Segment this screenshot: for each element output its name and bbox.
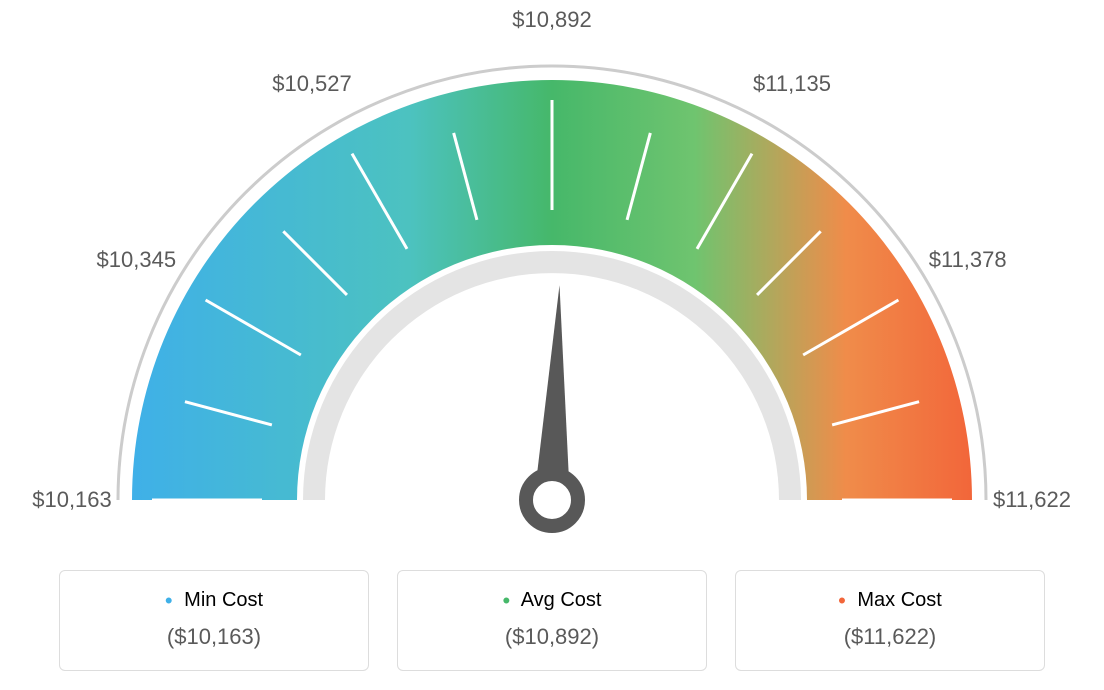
legend-max: • Max Cost ($11,622) xyxy=(735,570,1045,671)
legend-avg: • Avg Cost ($10,892) xyxy=(397,570,707,671)
gauge-tick-label: $11,622 xyxy=(993,487,1071,513)
bullet-icon: • xyxy=(503,590,511,612)
gauge-tick-label: $10,892 xyxy=(512,7,592,33)
gauge-tick-label: $11,135 xyxy=(753,71,831,97)
cost-gauge-chart: $10,163 $10,345 $10,527 $10,892 $11,135 $11,3… xyxy=(0,0,1104,690)
legend-avg-title: • Avg Cost xyxy=(398,589,706,612)
bullet-icon: • xyxy=(838,590,846,612)
legend-min: • Min Cost ($10,163) xyxy=(59,570,369,671)
gauge-area: $10,163 $10,345 $10,527 $10,892 $11,135 $11,3… xyxy=(0,0,1104,560)
gauge-tick-label: $10,345 xyxy=(97,247,177,273)
legend-min-value: ($10,163) xyxy=(60,624,368,650)
legend-min-label: Min Cost xyxy=(184,589,263,611)
bullet-icon: • xyxy=(165,590,173,612)
legend-row: • Min Cost ($10,163) • Avg Cost ($10,892… xyxy=(0,570,1104,671)
gauge-svg xyxy=(0,0,1104,560)
gauge-tick-label: $10,527 xyxy=(272,71,352,97)
legend-avg-label: Avg Cost xyxy=(521,589,602,611)
legend-max-title: • Max Cost xyxy=(736,589,1044,612)
gauge-tick-label: $10,163 xyxy=(32,487,112,513)
legend-min-title: • Min Cost xyxy=(60,589,368,612)
legend-max-value: ($11,622) xyxy=(736,624,1044,650)
gauge-tick-label: $11,378 xyxy=(929,247,1007,273)
legend-avg-value: ($10,892) xyxy=(398,624,706,650)
legend-max-label: Max Cost xyxy=(857,589,941,611)
